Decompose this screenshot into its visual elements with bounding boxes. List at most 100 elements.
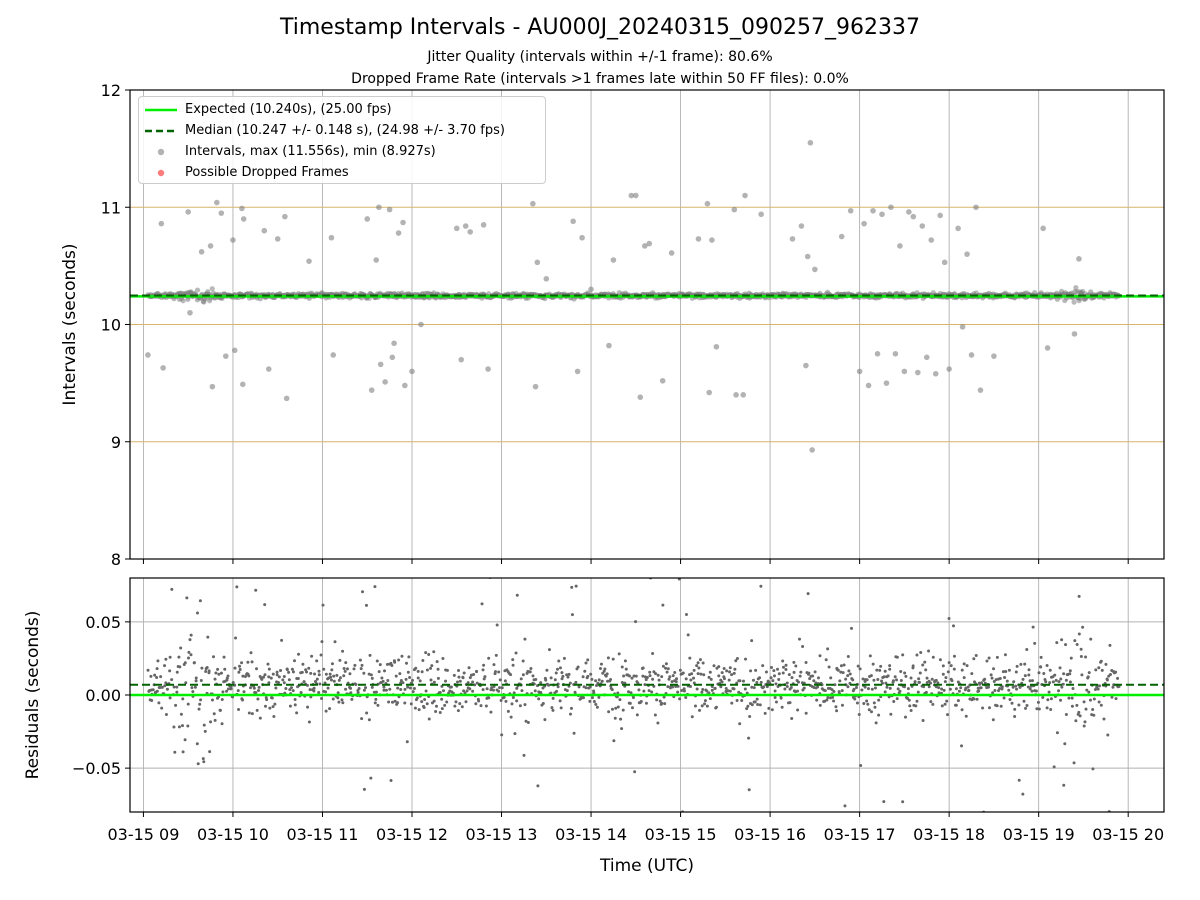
residual-point <box>934 678 938 682</box>
residual-point <box>849 626 853 630</box>
residual-point <box>874 721 878 725</box>
residual-point <box>911 664 915 668</box>
interval-point <box>180 298 186 304</box>
residual-point <box>220 722 224 726</box>
residual-point <box>944 676 948 680</box>
residual-point <box>551 696 555 700</box>
residual-point <box>879 664 883 668</box>
residual-point <box>457 669 461 673</box>
residual-point <box>763 711 767 715</box>
residual-point <box>423 697 427 701</box>
residual-point <box>827 665 831 669</box>
residual-point <box>328 672 332 676</box>
residual-point <box>892 699 896 703</box>
residual-point <box>962 676 966 680</box>
residual-point <box>315 659 319 663</box>
residual-point <box>1008 698 1012 702</box>
residual-point <box>241 674 245 678</box>
residual-point <box>799 670 803 674</box>
interval-outlier-point <box>1040 225 1046 232</box>
residual-point <box>490 686 494 690</box>
residual-point <box>1024 706 1028 710</box>
residual-point <box>497 689 501 693</box>
residual-point <box>408 675 412 679</box>
residual-point <box>959 686 963 690</box>
residual-point <box>639 699 643 703</box>
residual-point <box>943 702 947 706</box>
residual-point <box>269 676 273 680</box>
residual-point <box>536 784 540 788</box>
residual-point <box>365 711 369 715</box>
residual-point <box>324 709 328 713</box>
residual-point <box>686 633 690 637</box>
residual-point <box>818 654 822 658</box>
interval-outlier-point <box>480 222 487 228</box>
residual-point <box>846 685 850 689</box>
residual-point <box>399 681 403 685</box>
residual-point <box>531 674 535 678</box>
residual-point <box>164 713 168 717</box>
residual-point <box>946 713 950 717</box>
interval-outlier-point <box>239 205 245 212</box>
residual-point <box>425 668 429 672</box>
residual-point <box>603 667 607 671</box>
residual-point <box>780 705 784 709</box>
residual-point <box>885 685 889 689</box>
residual-point <box>641 666 645 670</box>
residual-point <box>1046 698 1050 702</box>
residual-point <box>1073 639 1077 643</box>
residual-point <box>620 681 624 685</box>
residual-point <box>274 686 278 690</box>
residual-point <box>738 722 742 726</box>
residual-point <box>583 669 587 673</box>
residual-point <box>891 679 895 683</box>
residual-point <box>177 655 181 659</box>
interval-outlier-point <box>637 394 644 400</box>
x-tick-label: 03-15 18 <box>913 825 985 844</box>
residual-point <box>515 593 519 597</box>
interval-outlier-point <box>409 368 415 375</box>
residual-point <box>698 708 702 712</box>
residual-point <box>724 686 728 690</box>
residual-point <box>374 697 378 701</box>
residual-point <box>196 762 200 766</box>
interval-outlier-point <box>861 220 867 227</box>
residual-point <box>735 656 739 660</box>
residual-point <box>876 677 880 681</box>
residual-point <box>782 665 786 669</box>
residual-point <box>1012 680 1016 684</box>
interval-outlier-point <box>261 227 268 234</box>
residual-point <box>584 661 588 665</box>
residual-point <box>345 667 349 671</box>
interval-outlier-point <box>328 234 335 241</box>
residual-point <box>916 690 920 694</box>
interval-outlier-point <box>386 206 393 213</box>
residual-point <box>263 603 267 607</box>
residual-point <box>558 666 562 670</box>
interval-outlier-point <box>977 387 984 393</box>
legend-label-intervals: Intervals, max (11.556s), min (8.927s) <box>185 144 436 159</box>
residual-point <box>925 676 929 680</box>
residual-point <box>1108 672 1112 676</box>
residual-point <box>906 687 910 691</box>
interval-outlier-point <box>588 286 594 293</box>
residual-point <box>899 670 903 674</box>
residual-point <box>235 585 239 589</box>
residual-point <box>714 705 718 709</box>
residual-point <box>295 711 299 715</box>
residual-point <box>921 663 925 667</box>
residual-point <box>1091 767 1095 771</box>
interval-outlier-point <box>389 354 396 361</box>
residual-point <box>181 697 185 701</box>
residual-point <box>682 689 686 693</box>
residual-point <box>216 667 220 671</box>
residual-point <box>153 673 157 677</box>
residual-point <box>888 667 892 671</box>
residual-point <box>883 690 887 694</box>
residual-point <box>889 712 893 716</box>
residual-point <box>967 688 971 692</box>
residual-point <box>373 701 377 705</box>
residual-point <box>300 670 304 674</box>
residual-point <box>367 718 371 722</box>
interval-outlier-point <box>462 223 469 229</box>
